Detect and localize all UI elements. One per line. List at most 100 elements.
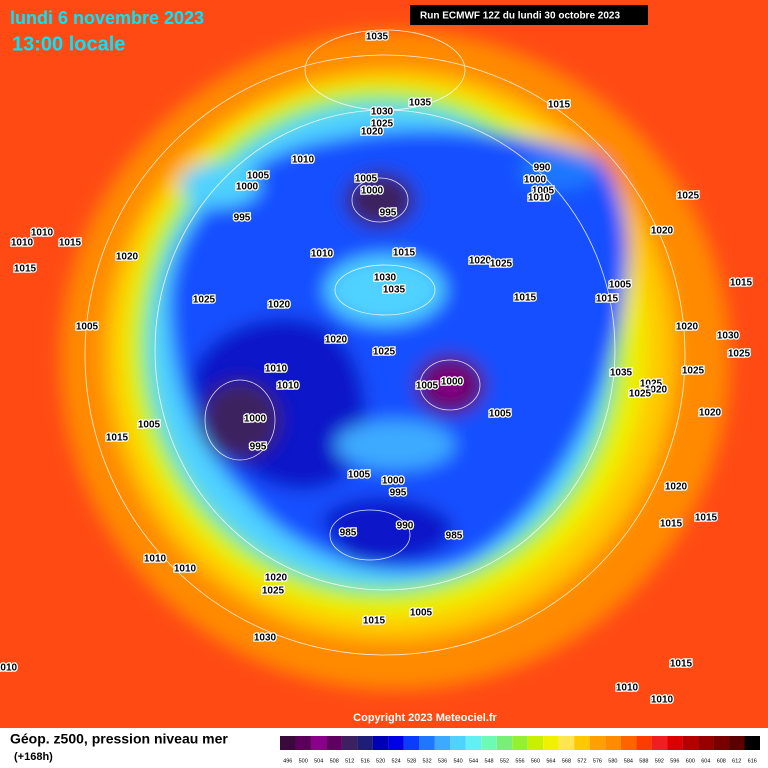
scale-label: 600 (686, 758, 695, 764)
isobar-label: 1005 (489, 409, 512, 420)
isobar-label: 1015 (596, 294, 619, 305)
scale-swatch (605, 736, 621, 750)
isobar-label: 1015 (59, 238, 82, 249)
footer-title: Géop. z500, pression niveau mer (10, 731, 228, 747)
scale-swatch (465, 736, 482, 750)
scale-swatch (481, 736, 497, 750)
scale-label: 496 (283, 758, 292, 764)
scale-label: 612 (732, 758, 741, 764)
isobar-label: 1025 (728, 349, 751, 360)
isobar-label: 1010 (651, 695, 674, 706)
scale-swatch (729, 736, 745, 750)
scale-swatch (667, 736, 683, 750)
isobar-label: 985 (446, 531, 463, 542)
scale-label: 524 (392, 758, 401, 764)
scale-swatch (698, 736, 714, 750)
scale-swatch (574, 736, 590, 750)
map (0, 0, 768, 728)
isobar-label: 1020 (361, 127, 384, 138)
isobar-label: 1025 (193, 295, 216, 306)
isobar-label: 1015 (393, 248, 416, 259)
isobar-label: 985 (340, 528, 357, 539)
isobar-label: 1020 (699, 408, 722, 419)
isobar-label: 1030 (254, 633, 277, 644)
isobar-label: 995 (234, 213, 251, 224)
scale-swatch (496, 736, 513, 750)
scale-label: 560 (531, 758, 540, 764)
isobar-label: 1035 (610, 368, 633, 379)
isobar-label: 1005 (355, 174, 378, 185)
scale-label: 540 (453, 758, 462, 764)
scale-label: 552 (500, 758, 509, 764)
isobar-label: 1010 (174, 564, 197, 575)
isobar-label: 1005 (138, 420, 161, 431)
isobar-label: 1035 (383, 285, 406, 296)
isobar-label: 1010 (265, 364, 288, 375)
scale-label: 500 (299, 758, 308, 764)
scale-label: 556 (515, 758, 524, 764)
scale-label: 592 (655, 758, 664, 764)
isobar-label: 1010 (11, 238, 34, 249)
scale-label: 604 (701, 758, 710, 764)
scale-label: 544 (469, 758, 478, 764)
scale-swatch (388, 736, 404, 750)
isobar-label: 1025 (640, 379, 663, 390)
scale-swatch (310, 736, 327, 750)
scale-swatch (543, 736, 559, 750)
isobar-label: 1015 (106, 433, 129, 444)
isobar-label: 1025 (373, 347, 396, 358)
isobar-label: 1020 (265, 573, 288, 584)
isobar-label: 1020 (651, 226, 674, 237)
isobar-label: 1010 (311, 249, 334, 260)
copyright: Copyright 2023 Meteociel.fr (353, 712, 497, 724)
isobar-label: 1030 (717, 331, 740, 342)
scale-swatch (434, 736, 451, 750)
isobar-label: 1010 (292, 155, 315, 166)
scale-swatch (651, 736, 668, 750)
isobar-label: 1030 (371, 107, 394, 118)
scale-label: 596 (670, 758, 679, 764)
isobar-label: 1000 (524, 175, 547, 186)
isobar-labels: 1035103510301025102010151010100510001005… (0, 30, 754, 707)
isobar-label: 995 (250, 442, 267, 453)
scale-swatch (682, 736, 699, 750)
isobar-label: 990 (534, 163, 551, 174)
isobar-label: 1015 (363, 616, 386, 627)
isobar-label: 1005 (247, 171, 270, 182)
isobar-label: 995 (380, 208, 397, 219)
isobar-label: 1025 (682, 366, 705, 377)
scale-swatch (527, 736, 544, 750)
isobar-label: 1035 (409, 98, 432, 109)
scale-swatch (558, 736, 575, 750)
scale-label: 516 (361, 758, 370, 764)
color-scale: 496 500 504 508 512 516 520 524 528 532 536 540 544 5… (280, 736, 760, 764)
isobar-label: 1015 (695, 513, 718, 524)
scale-label: 508 (330, 758, 339, 764)
isobar-label: 1005 (76, 322, 99, 333)
isobar-label: 1020 (645, 385, 668, 396)
scale-swatch (512, 736, 528, 750)
isobar-label: 1030 (374, 273, 397, 284)
isobar-label: 1000 (244, 414, 267, 425)
scale-label: 572 (577, 758, 586, 764)
footer-lead: (+168h) (14, 751, 53, 763)
isobar-label: 1020 (268, 300, 291, 311)
run-box (410, 5, 648, 25)
isobar-label: 1035 (366, 32, 389, 43)
isobar-label: 1010 (528, 193, 551, 204)
scale-swatch (372, 736, 389, 750)
isobar-label: 1015 (548, 100, 571, 111)
scale-label: 512 (345, 758, 354, 764)
isobar-label: 1020 (665, 482, 688, 493)
isobar-label: 1005 (348, 470, 371, 481)
forecast-time: 13:00 locale (12, 33, 125, 55)
isobar-label: 1025 (262, 586, 285, 597)
isobar-label: 1000 (441, 377, 464, 388)
scale-label: 548 (484, 758, 493, 764)
scale-label: 588 (639, 758, 648, 764)
scale-label: 532 (423, 758, 432, 764)
isobar-label: 1015 (14, 264, 37, 275)
isobar-label: 1010 (31, 228, 54, 239)
isobar-label: 1005 (609, 280, 632, 291)
